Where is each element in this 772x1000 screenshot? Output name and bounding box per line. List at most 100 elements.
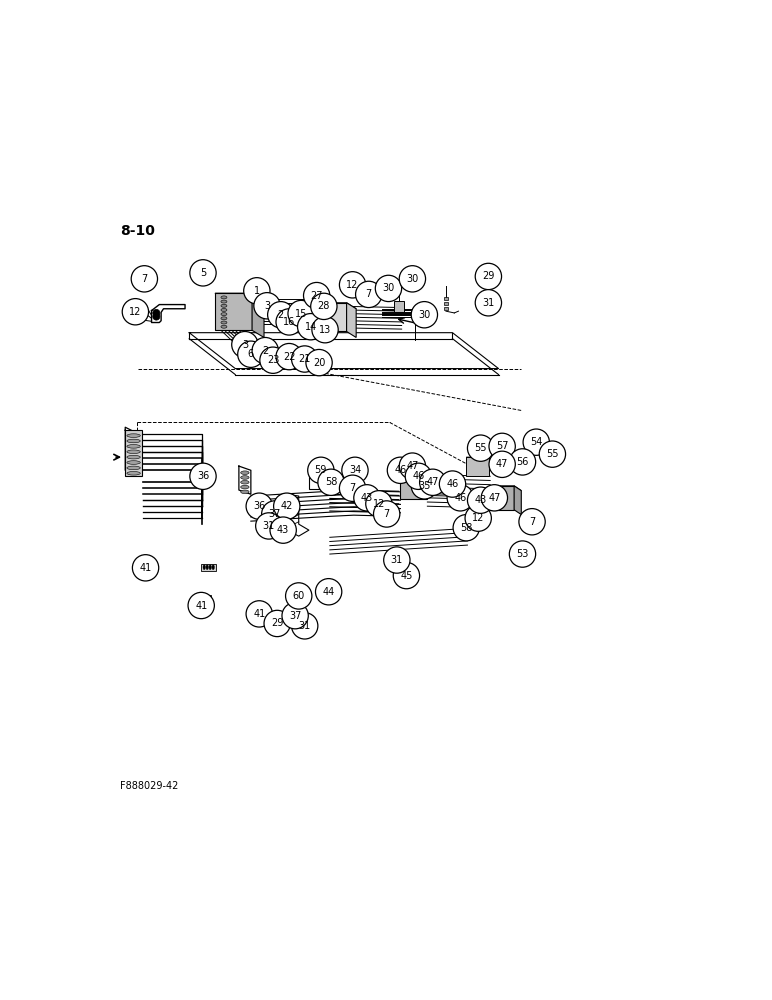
- Circle shape: [270, 517, 296, 543]
- Ellipse shape: [221, 308, 227, 311]
- Text: 42: 42: [280, 501, 293, 511]
- Text: 22: 22: [283, 352, 296, 362]
- Text: 55: 55: [474, 443, 487, 453]
- Text: 20: 20: [313, 358, 325, 368]
- Text: 60: 60: [293, 591, 305, 601]
- Text: 23: 23: [267, 355, 279, 365]
- Text: 12: 12: [373, 499, 385, 509]
- Circle shape: [256, 513, 282, 539]
- Ellipse shape: [461, 519, 476, 527]
- Text: 43: 43: [475, 495, 486, 505]
- Bar: [125, 430, 142, 476]
- Text: 36: 36: [197, 471, 209, 481]
- Polygon shape: [466, 457, 495, 461]
- Text: 16: 16: [283, 317, 295, 327]
- Text: 46: 46: [412, 471, 425, 481]
- Ellipse shape: [127, 455, 141, 459]
- Text: 56: 56: [516, 457, 529, 467]
- Circle shape: [190, 260, 216, 286]
- Circle shape: [273, 493, 300, 519]
- Bar: [394, 301, 404, 312]
- Polygon shape: [312, 303, 347, 331]
- Circle shape: [244, 278, 270, 304]
- Circle shape: [286, 583, 312, 609]
- Circle shape: [356, 281, 382, 308]
- Text: 14: 14: [305, 322, 317, 332]
- Text: 58: 58: [325, 477, 337, 487]
- Circle shape: [399, 266, 425, 292]
- Text: 3: 3: [242, 340, 248, 350]
- Bar: [309, 477, 322, 489]
- Circle shape: [153, 309, 160, 317]
- Circle shape: [133, 555, 159, 581]
- Text: 7: 7: [141, 274, 147, 284]
- Text: 37: 37: [289, 611, 301, 621]
- Circle shape: [393, 562, 420, 589]
- Circle shape: [489, 451, 516, 477]
- Ellipse shape: [203, 597, 206, 602]
- Circle shape: [453, 515, 479, 541]
- Circle shape: [510, 541, 536, 567]
- Text: 53: 53: [516, 549, 529, 559]
- Ellipse shape: [127, 471, 141, 475]
- Text: 30: 30: [418, 310, 431, 320]
- Text: 30: 30: [382, 283, 394, 293]
- Text: 6: 6: [248, 349, 254, 359]
- Circle shape: [153, 313, 160, 320]
- Ellipse shape: [127, 461, 141, 464]
- Ellipse shape: [221, 313, 227, 316]
- Ellipse shape: [221, 317, 227, 320]
- Text: 46: 46: [454, 493, 466, 503]
- Text: 31: 31: [391, 555, 403, 565]
- Circle shape: [303, 282, 330, 309]
- Text: 31: 31: [299, 621, 311, 631]
- Text: 44: 44: [323, 587, 335, 597]
- Circle shape: [292, 346, 318, 372]
- Bar: [201, 564, 216, 571]
- Text: 46: 46: [446, 479, 459, 489]
- Text: 43: 43: [277, 525, 290, 535]
- Text: 58: 58: [460, 523, 472, 533]
- Text: 47: 47: [496, 459, 508, 469]
- Circle shape: [439, 471, 466, 497]
- Text: F888029-42: F888029-42: [120, 781, 179, 791]
- Text: 21: 21: [299, 354, 311, 364]
- Ellipse shape: [212, 565, 215, 570]
- Circle shape: [510, 449, 536, 475]
- Text: 47: 47: [406, 461, 418, 471]
- Text: 54: 54: [530, 437, 543, 447]
- Text: 29: 29: [271, 618, 283, 628]
- Text: 31: 31: [482, 298, 495, 308]
- Text: 47: 47: [488, 493, 500, 503]
- Circle shape: [465, 505, 492, 531]
- Text: 57: 57: [496, 441, 509, 451]
- Text: 27: 27: [310, 291, 323, 301]
- Ellipse shape: [195, 597, 198, 602]
- Circle shape: [420, 469, 446, 495]
- Bar: [443, 297, 449, 300]
- Ellipse shape: [241, 490, 249, 494]
- Circle shape: [340, 272, 366, 298]
- Circle shape: [447, 485, 473, 511]
- Circle shape: [246, 493, 273, 519]
- Ellipse shape: [221, 321, 227, 324]
- Circle shape: [246, 601, 273, 627]
- Circle shape: [476, 290, 502, 316]
- Text: 8-10: 8-10: [120, 224, 155, 238]
- Circle shape: [405, 463, 432, 489]
- Circle shape: [375, 275, 401, 302]
- Polygon shape: [490, 486, 514, 510]
- Text: 12: 12: [347, 280, 359, 290]
- Ellipse shape: [241, 485, 249, 489]
- Polygon shape: [514, 486, 521, 515]
- Circle shape: [282, 603, 308, 629]
- Text: 7: 7: [384, 509, 390, 519]
- Text: 15: 15: [295, 309, 307, 319]
- Text: 2: 2: [262, 346, 269, 356]
- Ellipse shape: [221, 300, 227, 303]
- Circle shape: [366, 491, 392, 517]
- Text: 41: 41: [140, 563, 151, 573]
- Polygon shape: [401, 472, 428, 499]
- Text: 34: 34: [349, 465, 361, 475]
- Circle shape: [292, 613, 318, 639]
